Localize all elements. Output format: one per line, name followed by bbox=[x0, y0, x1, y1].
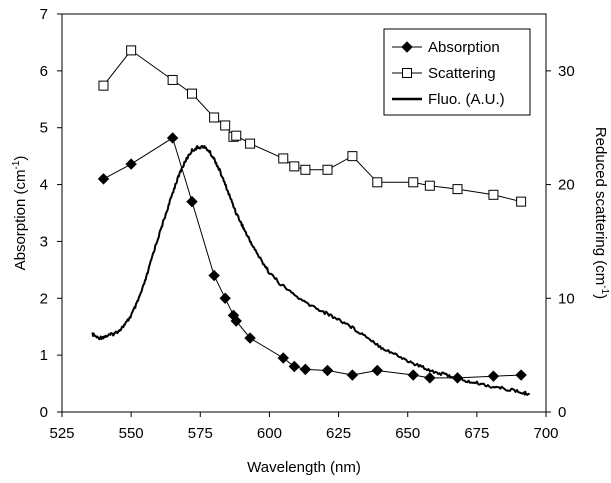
absorption-point bbox=[299, 363, 312, 376]
series-scattering bbox=[98, 45, 527, 207]
y-left-tick-label: 4 bbox=[40, 177, 48, 194]
scattering-point bbox=[347, 151, 358, 162]
absorption-point bbox=[288, 360, 301, 373]
y-left-title-sup: -1 bbox=[11, 160, 22, 169]
series-layer bbox=[91, 45, 531, 396]
absorption-point bbox=[424, 372, 436, 384]
scattering-point bbox=[167, 74, 178, 85]
absorption-point bbox=[208, 269, 220, 282]
x-tick-label: 550 bbox=[119, 425, 144, 442]
legend-label: Absorption bbox=[428, 39, 500, 56]
scattering-point bbox=[186, 88, 197, 99]
x-tick-label: 675 bbox=[464, 425, 489, 442]
x-tick-label: 525 bbox=[49, 425, 74, 442]
y-right-axis-title: Reduced scattering (cm-1) bbox=[592, 127, 610, 299]
scattering-point bbox=[289, 161, 300, 172]
series-absorption bbox=[97, 132, 527, 384]
scattering-point bbox=[424, 180, 435, 191]
absorption-point bbox=[277, 352, 289, 364]
y-right-tick-label: 20 bbox=[558, 177, 575, 194]
scattering-point bbox=[245, 138, 256, 149]
absorption-point bbox=[219, 292, 231, 304]
x-tick-label: 575 bbox=[188, 425, 213, 442]
y-left-tick-label: 0 bbox=[40, 404, 48, 421]
series-fluo-a-u bbox=[91, 145, 531, 396]
scattering-point bbox=[126, 45, 137, 56]
absorption-point bbox=[244, 332, 256, 344]
scattering-point bbox=[452, 184, 463, 195]
x-tick-label: 700 bbox=[533, 425, 558, 442]
scattering-point bbox=[488, 189, 499, 200]
legend-entry: Absorption bbox=[392, 39, 500, 56]
y-left-title-close: ) bbox=[12, 156, 29, 161]
absorption-point bbox=[407, 369, 419, 381]
absorption-point bbox=[186, 195, 198, 208]
scattering-point bbox=[278, 153, 289, 164]
absorption-point bbox=[321, 364, 334, 377]
y-left-tick-label: 2 bbox=[40, 290, 48, 307]
x-tick-label: 650 bbox=[395, 425, 420, 442]
legend: Absorption Scattering Fluo. (A.U.) bbox=[383, 28, 531, 116]
y-left-tick-label: 3 bbox=[40, 233, 48, 250]
legend-marker bbox=[402, 68, 412, 78]
legend-marker bbox=[401, 41, 413, 53]
plot-frame bbox=[61, 13, 547, 413]
scattering-point bbox=[372, 177, 383, 188]
absorption-point bbox=[346, 369, 359, 381]
y-left-tick-label: 1 bbox=[40, 347, 48, 364]
absorption-point bbox=[487, 370, 500, 382]
absorption-point bbox=[166, 132, 179, 144]
y-left-tick-label: 6 bbox=[40, 63, 48, 80]
absorption-point bbox=[515, 369, 527, 381]
scattering-point bbox=[220, 120, 231, 131]
tick-marks bbox=[57, 13, 551, 417]
legend-entries: Absorption Scattering Fluo. (A.U.) bbox=[392, 39, 505, 108]
legend-label: Fluo. (A.U.) bbox=[428, 91, 505, 108]
y-left-axis-title: Absorption (cm-1) bbox=[11, 156, 29, 271]
y-right-title-close: ) bbox=[592, 294, 609, 299]
y-left-title-main: Absorption (cm bbox=[12, 170, 29, 271]
scattering-point bbox=[516, 196, 527, 207]
y-left-tick-label: 7 bbox=[40, 6, 48, 23]
series-line bbox=[103, 137, 522, 379]
y-right-title-sup: -1 bbox=[599, 285, 610, 294]
y-right-tick-label: 10 bbox=[558, 290, 575, 307]
fluo-line bbox=[91, 145, 531, 396]
x-tick-label: 600 bbox=[257, 425, 282, 442]
legend-entry: Scattering bbox=[392, 65, 496, 82]
y-right-title-main: Reduced scattering (cm bbox=[592, 127, 609, 285]
absorption-point bbox=[125, 158, 137, 170]
y-left-tick-label: 5 bbox=[40, 120, 48, 137]
legend-label: Scattering bbox=[428, 65, 496, 82]
scattering-point bbox=[209, 112, 220, 123]
y-right-tick-label: 30 bbox=[558, 63, 575, 80]
scattering-point bbox=[98, 80, 109, 91]
x-axis-title: Wavelength (nm) bbox=[247, 459, 361, 476]
absorption-point bbox=[97, 173, 110, 185]
absorption-point bbox=[371, 364, 383, 377]
scattering-point bbox=[408, 177, 419, 188]
x-tick-label: 625 bbox=[326, 425, 351, 442]
y-right-tick-label: 0 bbox=[558, 404, 566, 421]
legend-entry: Fluo. (A.U.) bbox=[392, 91, 505, 108]
absorption-point bbox=[230, 315, 242, 327]
scattering-point bbox=[322, 164, 333, 175]
scattering-point bbox=[300, 164, 311, 175]
scattering-point bbox=[231, 130, 242, 141]
